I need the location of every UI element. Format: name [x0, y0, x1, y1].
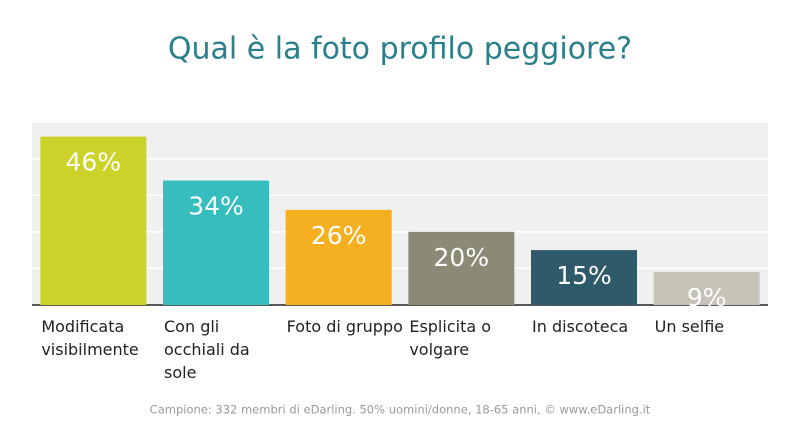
- value-label: 46%: [66, 148, 122, 177]
- footnote: Campione: 332 membri di eDarling. 50% uo…: [150, 403, 651, 417]
- value-label: 26%: [311, 221, 367, 250]
- value-label: 34%: [188, 192, 244, 221]
- x-tick-label: Modificata visibilmente: [41, 317, 139, 359]
- value-label: 15%: [556, 261, 612, 290]
- x-tick-label: Esplicita o volgare: [409, 317, 492, 359]
- x-tick-label: In discoteca: [532, 317, 629, 336]
- bar: [285, 209, 392, 305]
- x-tick-label: Un selfie: [654, 317, 725, 336]
- chart-title: Qual è la foto profilo peggiore?: [168, 32, 632, 67]
- bar: [408, 231, 515, 305]
- value-label: 9%: [687, 283, 727, 312]
- value-label: 20%: [434, 243, 490, 272]
- plot-background: [32, 122, 768, 305]
- x-tick-label: Foto di gruppo: [286, 317, 403, 336]
- bar: [40, 136, 147, 305]
- bar: [653, 272, 760, 305]
- bar: [163, 180, 269, 305]
- bar: [531, 250, 637, 305]
- x-tick-label: Con gli occhiali da sole: [164, 317, 250, 382]
